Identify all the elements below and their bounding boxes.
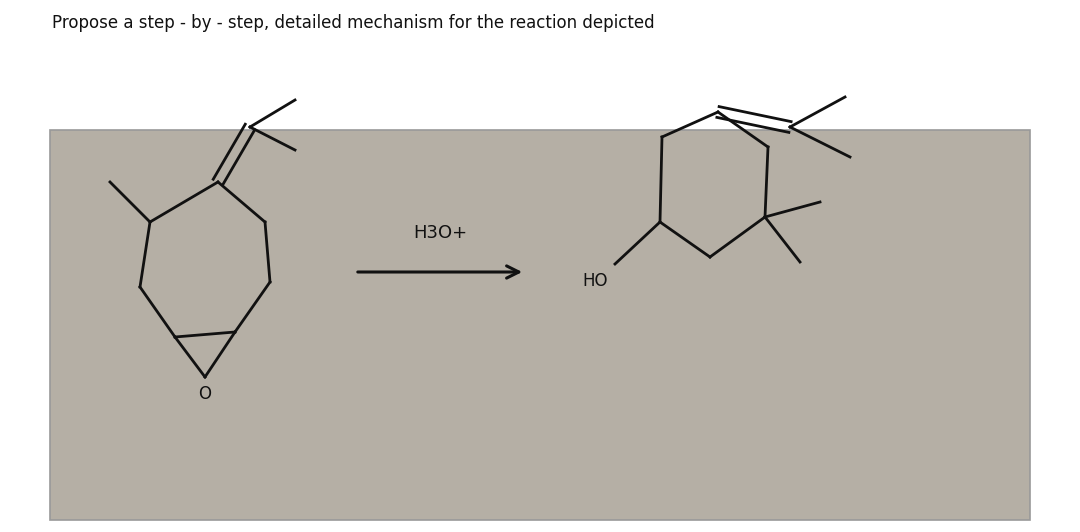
Text: O: O — [199, 385, 212, 403]
Text: HO: HO — [582, 272, 608, 290]
Text: Propose a step - by - step, detailed mechanism for the reaction depicted: Propose a step - by - step, detailed mec… — [52, 14, 654, 32]
Bar — [50, 130, 1030, 520]
Text: H3O+: H3O+ — [413, 224, 467, 242]
